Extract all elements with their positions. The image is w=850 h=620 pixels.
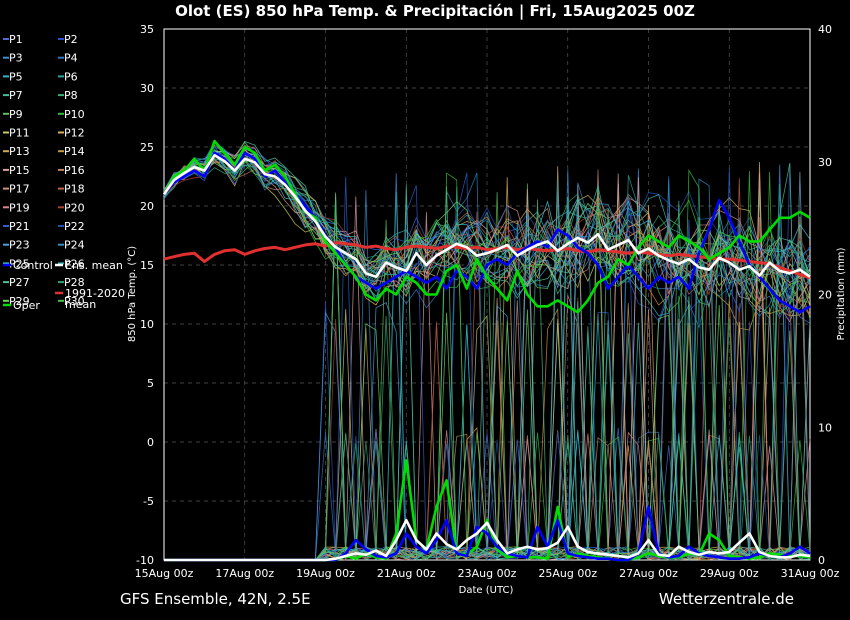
y-left-tick-label: 20 [140,200,154,213]
legend-label: Ens. mean [65,259,123,272]
member-temp-line [163,153,811,317]
legend-label: P1 [9,33,23,46]
y-left-tick-label: 10 [140,318,154,331]
member-temp-line [163,153,811,313]
footer-source: Wetterzentrale.de [659,590,794,608]
series-line-ens-mean [162,154,811,279]
legend-label: P18 [64,183,85,196]
x-tick-label: 17Aug 00z [215,567,274,580]
series-line-1991-2020-mean [163,241,811,280]
member-temp-line [163,149,811,291]
legend-label: P28 [64,276,85,289]
footer-model: GFS Ensemble, 42N, 2.5E [120,590,311,608]
chart-title: Olot (ES) 850 hPa Temp. & Precipitación … [175,2,695,21]
legend-label: P19 [9,201,30,214]
x-tick-label: 25Aug 00z [538,567,597,580]
y-right-tick-label: 20 [818,289,832,302]
x-tick-label: 21Aug 00z [377,567,436,580]
x-tick-label: 23Aug 00z [458,567,517,580]
legend-label: P3 [9,52,23,65]
y-right-tick-label: 10 [818,421,832,434]
legend-label: P29 [9,295,30,308]
y-axis-right-label: Precipitation (mm) [836,247,847,340]
legend-label: P7 [9,89,23,102]
legend-label: P4 [64,52,78,65]
y-left-tick-label: -10 [136,554,154,567]
legend-label: P22 [64,220,85,233]
y-left-tick-label: 25 [140,141,154,154]
legend-label: P8 [64,89,78,102]
member-temp-line [163,160,811,300]
legend-label: P30 [64,295,85,308]
y-right-tick-label: 30 [818,156,832,169]
x-axis-label: Date (UTC) [459,585,514,596]
y-left-tick-label: 15 [140,259,154,272]
legend: P1 P2 P3 P4 P5 P6 P7 P8 P9 P10 P11 P12 P13 P14 P15 P16 P… [3,33,125,312]
legend-label: P13 [9,145,30,158]
y-left-tick-label: 30 [140,82,154,95]
member-temp-line [163,154,811,290]
legend-label: P5 [9,70,23,83]
y-axis-left-label: 850 hPa Temp. (°C) [127,246,138,342]
legend-label: P20 [64,201,85,214]
x-tick-label: 15Aug 00z [135,567,194,580]
x-tick-label: 29Aug 00z [700,567,759,580]
member-temp-line [163,148,811,317]
series-line-ens-mean-precip [164,518,811,562]
legend-label: P10 [64,108,85,121]
legend-label: 1991-2020 mean [65,287,125,311]
x-tick-label: 31Aug 00z [781,567,840,580]
member-temp-line [163,158,811,309]
series-line-oper [162,139,811,314]
grid [163,28,811,561]
legend-label: P2 [64,33,78,46]
legend-label: P27 [9,276,30,289]
legend-label: Control [13,259,53,272]
y-left-tick-label: 0 [147,436,154,449]
x-tick-label: 27Aug 00z [619,567,678,580]
legend-label: P23 [9,239,30,252]
legend-label: P21 [9,220,30,233]
y-left-tick-label: -5 [143,495,154,508]
y-axis-left-ticks: -10 -5 0 5 10 15 20 25 30 35 [136,23,154,567]
legend-label: P25 [9,257,30,270]
y-axis-right-ticks: 0 10 20 30 40 [818,23,832,567]
x-axis-ticks: 15Aug 00z 17Aug 00z 19Aug 00z 21Aug 00z 23Au… [135,567,840,580]
legend-label: P24 [64,239,85,252]
y-right-tick-label: 40 [818,23,832,36]
y-right-tick-label: 0 [818,554,825,567]
legend-label: P11 [9,127,30,140]
y-left-tick-label: 5 [147,377,154,390]
legend-label: Oper [13,299,40,312]
legend-label: P14 [64,145,85,158]
member-temp-line [163,140,811,314]
x-tick-label: 19Aug 00z [296,567,355,580]
legend-label: P26 [64,257,85,270]
legend-label: P15 [9,164,30,177]
y-left-tick-label: 35 [140,23,154,36]
legend-label: P16 [64,164,85,177]
legend-label: P9 [9,108,23,121]
series-line-control [163,151,811,314]
legend-label: P17 [9,183,30,196]
main-series [162,139,811,562]
legend-label: P12 [64,127,85,140]
legend-label: P6 [64,70,78,83]
